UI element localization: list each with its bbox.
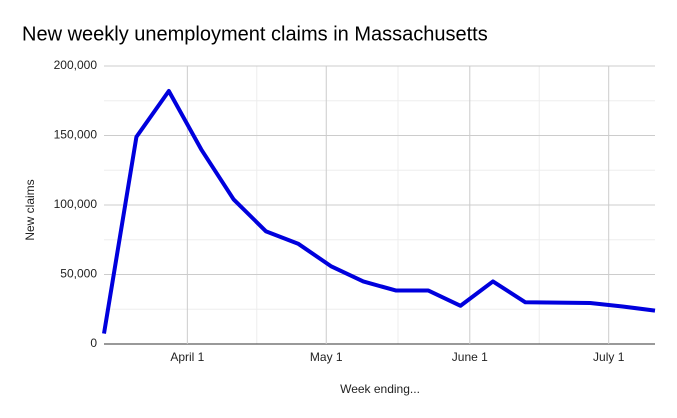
y-tick-label: 200,000 — [54, 58, 98, 72]
x-tick-label: July 1 — [593, 350, 625, 364]
y-tick-label: 50,000 — [60, 267, 97, 281]
y-tick-label: 100,000 — [54, 197, 98, 211]
y-tick-label: 0 — [90, 336, 97, 350]
line-series — [102, 89, 656, 334]
x-tick-label: June 1 — [452, 350, 488, 364]
x-tick-label: April 1 — [170, 350, 204, 364]
y-axis-label: New claims — [23, 179, 37, 240]
x-axis-label: Week ending... — [340, 382, 420, 396]
chart-title: New weekly unemployment claims in Massac… — [22, 23, 488, 45]
y-tick-label: 150,000 — [54, 128, 98, 142]
x-tick-label: May 1 — [310, 350, 343, 364]
